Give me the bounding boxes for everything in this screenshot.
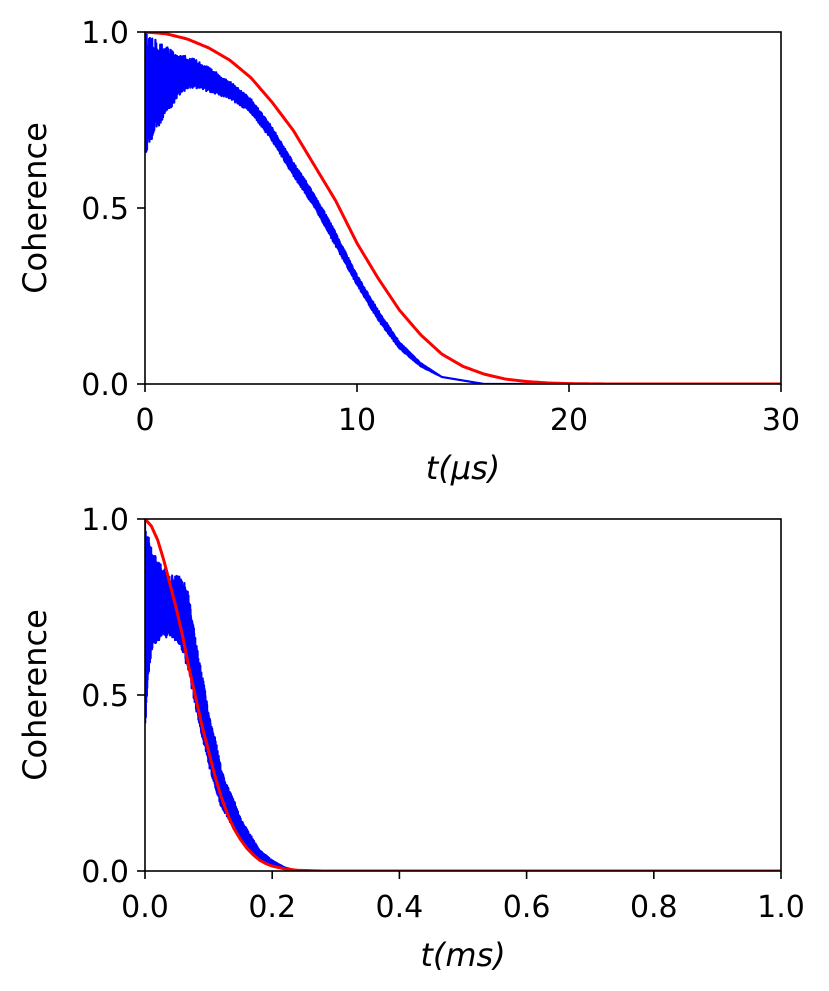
x-tick-label: 0.0: [121, 890, 169, 925]
x-axis-label: t(μs): [426, 449, 501, 487]
axes-frame: [144, 31, 782, 385]
y-tick-label: 0.0: [81, 855, 129, 890]
y-tick-label: 1.0: [81, 16, 129, 51]
x-tick-label: 10: [338, 403, 376, 438]
x-tick-label: 0.6: [503, 890, 551, 925]
y-tick-label: 1.0: [81, 503, 129, 538]
x-tick-label: 30: [762, 403, 800, 438]
x-axis-unit: (μs): [438, 449, 500, 487]
top-panel: 0 10 20 30 0.0 0.5 1.0 Coherence t(μs): [16, 16, 800, 487]
bottom-panel: 0.0 0.2 0.4 0.6 0.8 1.0 0.0 0.5 1.0 Coherence t(ms…: [16, 503, 805, 974]
x-tick-label: 0.4: [376, 890, 424, 925]
series-noisy-line: [145, 32, 781, 384]
y-tick-label: 0.5: [81, 679, 129, 714]
y-axis-label: Coherence: [16, 122, 54, 294]
y-tick-label: 0.5: [81, 192, 129, 227]
series-fit-line: [145, 519, 781, 871]
x-axis-variable: t: [426, 449, 440, 487]
x-tick-label: 1.0: [757, 890, 805, 925]
x-axis-variable: t: [420, 936, 434, 974]
x-axis-unit: (ms): [433, 936, 506, 974]
x-tick-label: 0.8: [630, 890, 678, 925]
y-axis-label: Coherence: [16, 609, 54, 781]
plot-area: [145, 32, 781, 384]
x-tick-label: 0.2: [248, 890, 296, 925]
y-tick-label: 0.0: [81, 368, 129, 403]
plot-area: [145, 519, 781, 871]
x-axis-label: t(ms): [420, 936, 505, 974]
x-tick-label: 20: [550, 403, 588, 438]
series-fit-line: [145, 32, 781, 384]
x-tick-label: 0: [135, 403, 154, 438]
series-noisy-line: [145, 519, 781, 871]
